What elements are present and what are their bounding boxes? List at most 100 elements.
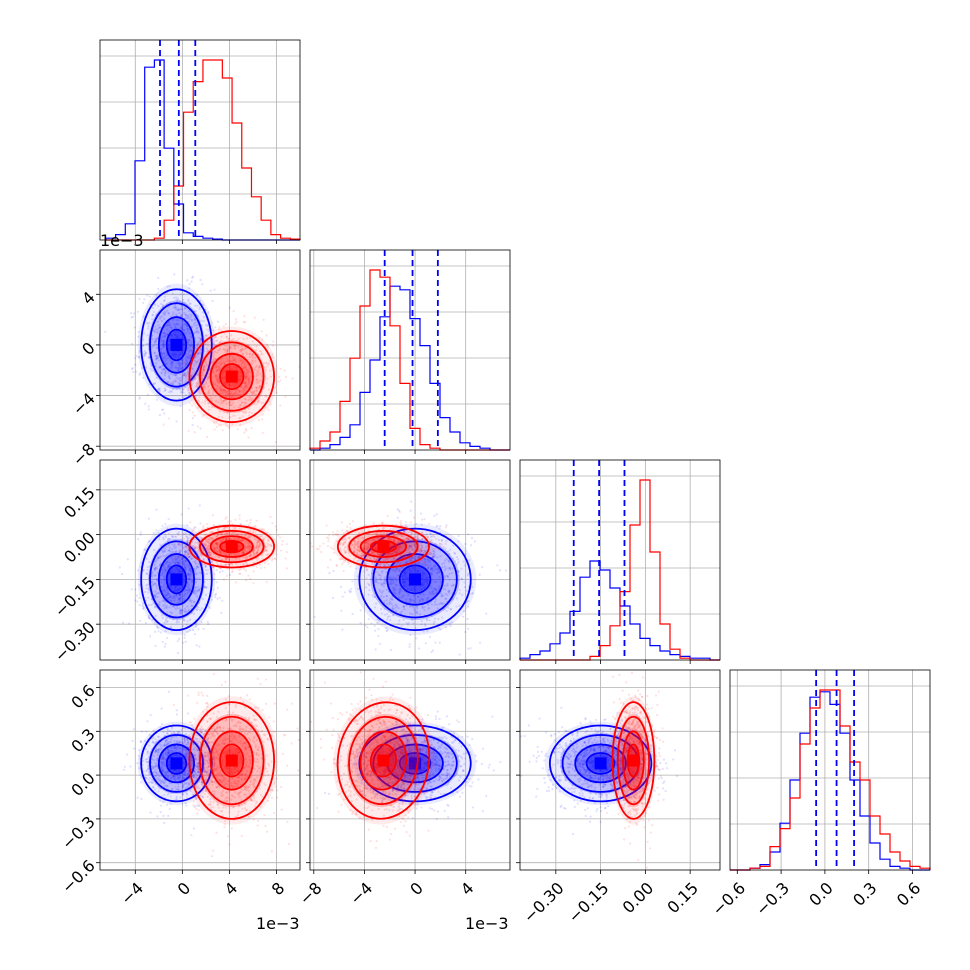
- sample-point: [156, 595, 159, 598]
- sample-point: [498, 569, 502, 572]
- sample-point: [191, 319, 194, 322]
- sample-point: [254, 356, 257, 359]
- sample-point: [200, 357, 203, 360]
- sample-point: [234, 382, 237, 385]
- sample-point: [255, 389, 258, 392]
- sample-point: [255, 348, 258, 352]
- sample-point: [214, 593, 217, 597]
- sample-point: [496, 564, 499, 567]
- sample-point: [196, 425, 200, 428]
- sample-point: [228, 400, 232, 403]
- sample-point: [154, 644, 157, 647]
- sample-point: [163, 367, 166, 371]
- sample-point: [143, 355, 146, 358]
- sample-point: [263, 566, 266, 569]
- sample-point: [469, 647, 472, 650]
- sample-point: [272, 340, 275, 343]
- sample-point: [239, 404, 242, 407]
- sample-point: [181, 328, 184, 331]
- sample-point: [208, 394, 211, 397]
- sample-point: [212, 341, 215, 344]
- sample-point: [214, 364, 218, 367]
- sample-point: [161, 352, 164, 355]
- sample-point: [154, 325, 157, 328]
- sample-point: [221, 416, 224, 419]
- sample-point: [164, 369, 167, 373]
- sample-point: [195, 384, 198, 388]
- sample-point: [466, 627, 470, 630]
- sample-point: [219, 424, 223, 427]
- sample-point: [167, 544, 170, 547]
- sample-point: [170, 363, 173, 366]
- sample-point: [211, 321, 214, 324]
- sample-point: [174, 333, 177, 336]
- sample-point: [231, 401, 234, 405]
- sample-point: [242, 367, 246, 370]
- sample-point: [179, 379, 182, 382]
- sample-point: [156, 332, 159, 335]
- sample-point: [207, 385, 210, 389]
- sample-point: [129, 312, 133, 315]
- sample-point: [231, 394, 234, 397]
- sample-point: [257, 337, 261, 340]
- sample-point: [438, 641, 441, 644]
- sample-point: [159, 366, 162, 369]
- sample-point: [184, 313, 187, 316]
- sample-point: [238, 356, 241, 359]
- sample-point: [190, 404, 194, 407]
- sample-point: [227, 392, 230, 395]
- sample-point: [180, 349, 183, 352]
- sample-point: [154, 342, 157, 345]
- sample-point: [215, 388, 218, 392]
- sample-point: [325, 524, 328, 527]
- sample-point: [195, 385, 198, 388]
- sample-point: [144, 351, 148, 354]
- sample-point: [163, 389, 166, 393]
- sample-point: [179, 549, 182, 552]
- sample-point: [313, 615, 316, 618]
- sample-point: [261, 431, 264, 434]
- sample-point: [182, 388, 185, 391]
- sample-point: [177, 597, 181, 601]
- sample-point: [228, 395, 231, 398]
- sample-point: [215, 365, 218, 368]
- sample-point: [259, 350, 263, 353]
- sample-point: [224, 517, 227, 520]
- sample-point: [163, 550, 166, 553]
- sample-point: [207, 391, 211, 394]
- sample-point: [224, 389, 227, 392]
- sample-point: [195, 567, 198, 570]
- sample-point: [199, 608, 202, 612]
- sample-point: [196, 351, 199, 355]
- sample-point: [168, 606, 171, 609]
- sample-point: [202, 373, 206, 377]
- sample-point: [220, 376, 224, 379]
- sample-point: [159, 555, 163, 558]
- sample-point: [198, 349, 201, 352]
- sample-point: [228, 393, 231, 397]
- sample-point: [175, 322, 179, 326]
- sample-point: [179, 382, 182, 385]
- sample-point: [219, 363, 222, 366]
- sample-point: [189, 355, 193, 358]
- sample-point: [196, 382, 199, 385]
- sample-point: [187, 298, 190, 301]
- sample-point: [219, 387, 222, 391]
- sample-point: [223, 348, 226, 351]
- sample-point: [180, 513, 183, 516]
- sample-point: [218, 326, 221, 329]
- sample-point: [228, 347, 231, 350]
- sample-point: [177, 355, 180, 358]
- sample-point: [161, 339, 164, 342]
- sample-point: [263, 361, 266, 365]
- sample-point: [197, 314, 200, 318]
- sample-point: [175, 298, 178, 302]
- sample-point: [197, 352, 200, 355]
- sample-point: [161, 573, 164, 576]
- sample-point: [163, 352, 166, 355]
- sample-point: [227, 393, 230, 396]
- sample-point: [367, 618, 370, 621]
- sample-point: [206, 350, 209, 353]
- sample-point: [144, 352, 147, 355]
- sample-point: [162, 339, 165, 342]
